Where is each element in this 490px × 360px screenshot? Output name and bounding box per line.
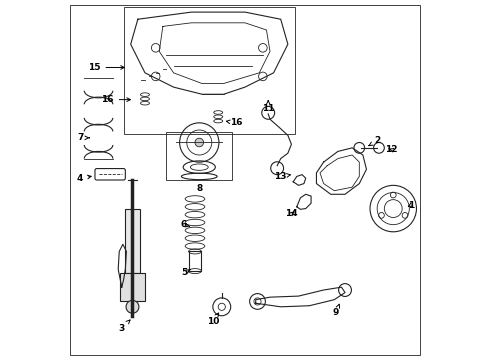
Text: 15: 15	[88, 63, 124, 72]
Bar	[189, 251, 201, 271]
Bar	[166, 132, 232, 180]
Text: 13: 13	[274, 172, 291, 181]
Text: 2: 2	[369, 136, 380, 146]
Text: 4: 4	[77, 174, 91, 183]
Text: 9: 9	[333, 304, 340, 317]
Text: 14: 14	[285, 210, 298, 219]
Circle shape	[126, 300, 139, 313]
Text: 11: 11	[262, 101, 274, 113]
Circle shape	[195, 138, 203, 147]
Bar	[124, 208, 140, 273]
Text: 16: 16	[101, 95, 130, 104]
Text: 7: 7	[77, 133, 89, 142]
Text: 10: 10	[207, 313, 219, 325]
Text: 16: 16	[226, 118, 243, 127]
Text: 5: 5	[181, 268, 190, 277]
Text: 8: 8	[196, 184, 202, 193]
Text: 3: 3	[119, 320, 130, 333]
Text: 12: 12	[385, 145, 398, 154]
Text: 6: 6	[180, 220, 190, 229]
Bar	[120, 273, 145, 301]
Text: 1: 1	[408, 201, 414, 210]
